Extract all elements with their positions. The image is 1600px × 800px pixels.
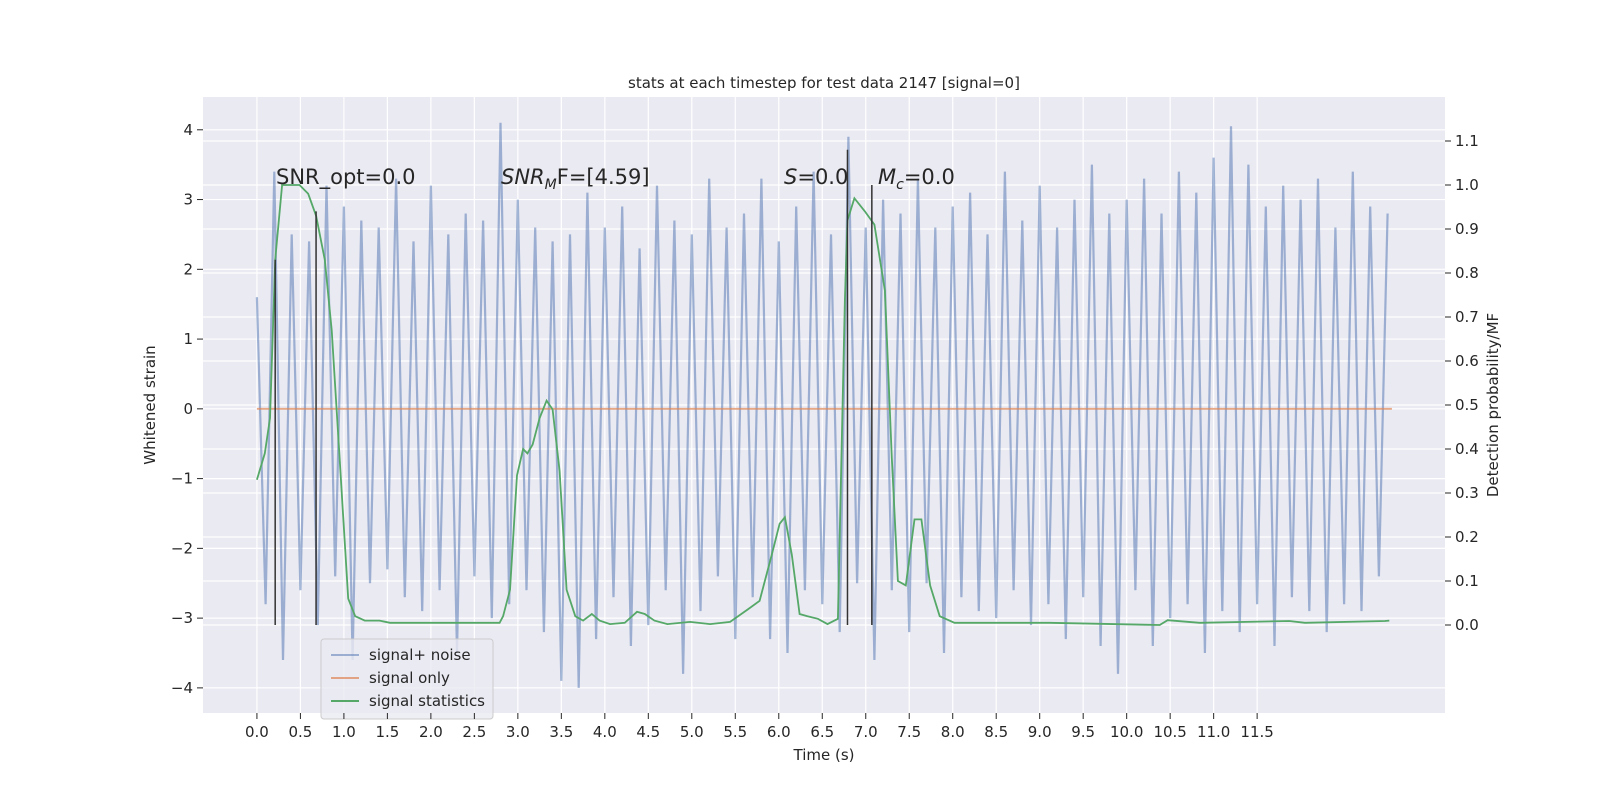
annotation-part: S xyxy=(784,165,797,189)
x-tick-label: 9.5 xyxy=(1071,723,1095,741)
legend-box xyxy=(320,638,494,720)
y2-tick-label: 1.1 xyxy=(1455,132,1479,150)
legend-label: signal+ noise xyxy=(369,646,471,664)
y2-tick-label: 0.1 xyxy=(1455,572,1479,590)
y-tick-label: 0 xyxy=(183,400,193,418)
x-tick-label: 10.0 xyxy=(1110,723,1143,741)
y2-tick-label: 0.3 xyxy=(1455,484,1479,502)
y-axis-label: Whitened strain xyxy=(141,345,159,464)
y2-tick-label: 0.8 xyxy=(1455,264,1479,282)
x-tick-label: 11.5 xyxy=(1240,723,1273,741)
x-tick-label: 10.5 xyxy=(1153,723,1186,741)
y2-tick-label: 0.4 xyxy=(1455,440,1479,458)
series-line xyxy=(255,122,1389,688)
y-tick-label: −1 xyxy=(171,470,193,488)
y-tick-label: −3 xyxy=(171,609,193,627)
x-tick-label: 9.0 xyxy=(1028,723,1052,741)
x-tick-label: 2.0 xyxy=(419,723,443,741)
y2-axis-label: Detection probability/MF xyxy=(1484,313,1502,497)
x-tick-label: 2.5 xyxy=(462,723,486,741)
y-tick-label: 3 xyxy=(183,191,193,209)
annotation-part: M xyxy=(545,177,557,193)
x-tick-label: 7.5 xyxy=(897,723,921,741)
x-tick-label: 0.5 xyxy=(288,723,312,741)
legend-label: signal statistics xyxy=(369,692,485,710)
x-tick-label: 1.0 xyxy=(332,723,356,741)
x-tick-label: 4.0 xyxy=(593,723,617,741)
y2-tick-label: 0.9 xyxy=(1455,220,1479,238)
y-tick-label: 2 xyxy=(183,260,193,278)
annotation: S=0.0 xyxy=(784,165,848,189)
x-tick-label: 3.5 xyxy=(549,723,573,741)
annotation: SNRMF=[4.59] xyxy=(501,165,650,193)
y-tick-label: −4 xyxy=(171,679,193,697)
annotation-part: SNR_opt=0.0 xyxy=(276,165,416,190)
x-tick-label: 0.0 xyxy=(245,723,269,741)
y2-tick-label: 1.0 xyxy=(1455,176,1479,194)
x-tick-label: 5.0 xyxy=(680,723,704,741)
x-tick-label: 4.5 xyxy=(636,723,660,741)
legend-label: signal only xyxy=(369,669,450,687)
annotation-part: F=[4.59] xyxy=(557,165,650,189)
x-axis-label: Time (s) xyxy=(793,746,855,764)
x-tick-label: 6.5 xyxy=(810,723,834,741)
annotation-part: =0.0 xyxy=(904,165,955,189)
series-line xyxy=(256,184,1390,626)
x-tick-label: 11.0 xyxy=(1197,723,1230,741)
annotation: SNR_opt=0.0 xyxy=(276,165,416,190)
x-tick-label: 1.5 xyxy=(375,723,399,741)
y2-tick-label: 0.7 xyxy=(1455,308,1479,326)
y-tick-label: 4 xyxy=(183,121,193,139)
annotation-part: c xyxy=(896,177,904,193)
y2-tick-label: 0.0 xyxy=(1455,616,1479,634)
annotation-part: M xyxy=(878,165,896,189)
x-tick-label: 3.0 xyxy=(506,723,530,741)
x-tick-label: 8.0 xyxy=(941,723,965,741)
y-tick-label: 1 xyxy=(183,330,193,348)
x-tick-label: 8.5 xyxy=(984,723,1008,741)
x-tick-label: 5.5 xyxy=(723,723,747,741)
y2-tick-label: 0.5 xyxy=(1455,396,1479,414)
y-tick-label: −2 xyxy=(171,539,193,557)
y2-tick-label: 0.6 xyxy=(1455,352,1479,370)
annotation-part: =0.0 xyxy=(797,165,848,189)
x-tick-label: 6.0 xyxy=(767,723,791,741)
x-tick-label: 7.0 xyxy=(854,723,878,741)
y2-tick-label: 0.2 xyxy=(1455,528,1479,546)
annotation-part: SNR xyxy=(501,165,545,189)
annotation: Mc=0.0 xyxy=(878,165,955,193)
chart-title: stats at each timestep for test data 214… xyxy=(628,74,1020,92)
